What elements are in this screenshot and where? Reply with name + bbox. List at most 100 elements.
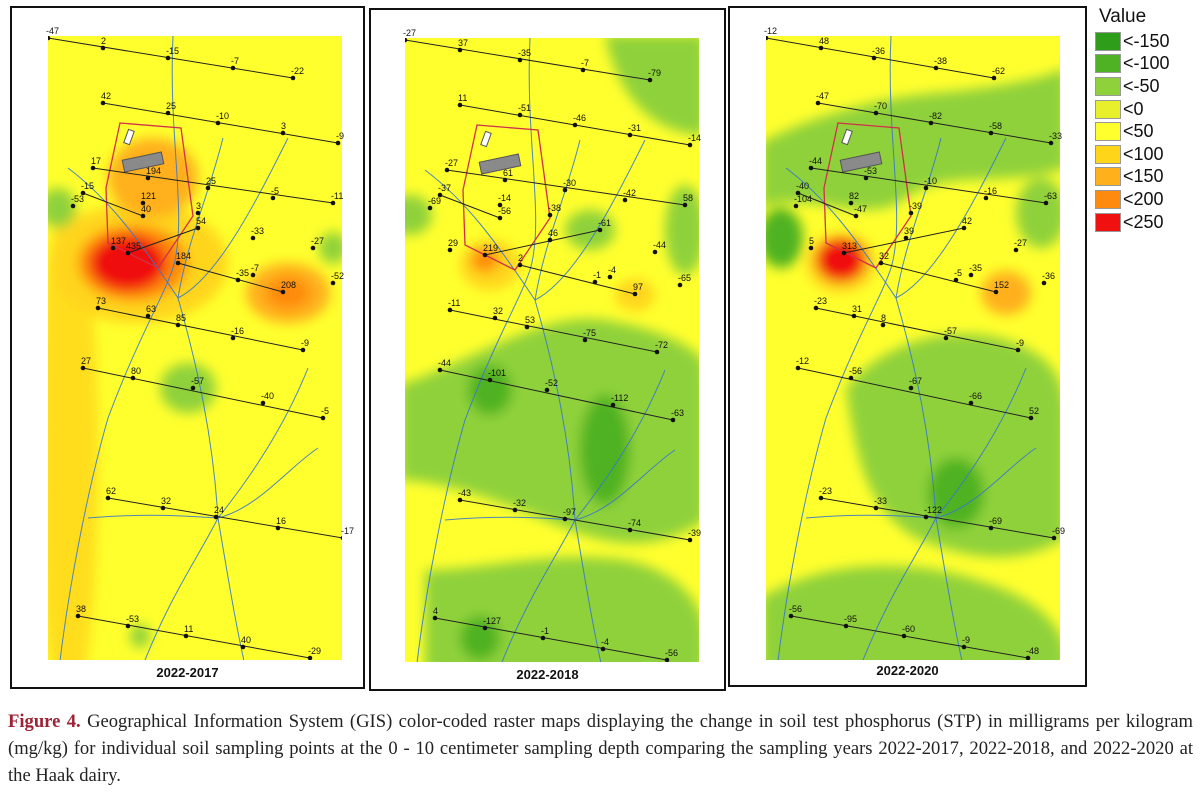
stream-line bbox=[416, 38, 537, 662]
sample-value-label: -38 bbox=[934, 56, 947, 66]
sample-point bbox=[547, 212, 553, 218]
sample-point bbox=[818, 495, 824, 501]
sample-value-label: 8 bbox=[881, 313, 886, 323]
sample-value-label: -9 bbox=[1016, 338, 1024, 348]
sample-point bbox=[105, 495, 111, 501]
transect-line bbox=[127, 227, 199, 254]
sample-value-label: -4 bbox=[601, 637, 609, 647]
sample-value-label: 435 bbox=[126, 241, 141, 251]
sample-value-label: -56 bbox=[849, 366, 862, 376]
legend-label: <200 bbox=[1123, 188, 1164, 209]
legend-swatch bbox=[1095, 189, 1121, 209]
figure-caption: Figure 4. Geographical Information Syste… bbox=[8, 708, 1193, 789]
sample-value-label: -7 bbox=[581, 58, 589, 68]
sample-point bbox=[90, 165, 96, 171]
sample-value-label: 42 bbox=[962, 216, 972, 226]
sample-value-label: 194 bbox=[146, 166, 161, 176]
small-building bbox=[480, 130, 492, 148]
sample-point bbox=[457, 102, 463, 108]
sample-point bbox=[432, 615, 438, 621]
sample-point bbox=[647, 77, 653, 83]
sample-value-label: -74 bbox=[628, 518, 641, 528]
transect-line bbox=[97, 307, 304, 351]
sample-value-label: -43 bbox=[458, 488, 471, 498]
sample-point bbox=[482, 625, 488, 631]
sample-point bbox=[654, 349, 660, 355]
sample-point bbox=[815, 100, 821, 106]
sample-value-label: 152 bbox=[994, 280, 1009, 290]
sample-value-label: -56 bbox=[498, 206, 511, 216]
transect-line bbox=[815, 307, 1019, 351]
sample-point bbox=[183, 633, 189, 639]
sample-value-label: -36 bbox=[1042, 271, 1055, 281]
legend-item: <200 bbox=[1095, 188, 1195, 211]
sample-point bbox=[437, 367, 443, 373]
legend-item: <-150 bbox=[1095, 30, 1195, 53]
transect-line bbox=[820, 497, 1055, 539]
sample-point bbox=[670, 417, 676, 423]
sample-value-label: 3 bbox=[196, 201, 201, 211]
sample-point bbox=[928, 120, 934, 126]
transect-line bbox=[790, 615, 1029, 659]
legend-item: <50 bbox=[1095, 120, 1195, 143]
legend-item: <250 bbox=[1095, 211, 1195, 234]
sample-point bbox=[863, 175, 869, 181]
sample-value-label: 58 bbox=[683, 193, 693, 203]
sample-point bbox=[290, 75, 296, 81]
small-building bbox=[123, 128, 135, 146]
sample-value-label: -66 bbox=[969, 391, 982, 401]
sample-value-label: -53 bbox=[126, 614, 139, 624]
caption-text: Geographical Information System (GIS) co… bbox=[8, 711, 1193, 786]
sample-value-label: -39 bbox=[688, 528, 701, 538]
sample-point bbox=[517, 262, 523, 268]
sample-value-label: -10 bbox=[924, 176, 937, 186]
sample-value-label: -27 bbox=[403, 28, 416, 38]
sample-value-label: 184 bbox=[176, 251, 191, 261]
sample-point bbox=[795, 190, 801, 196]
sample-point bbox=[524, 324, 530, 330]
sample-value-label: 53 bbox=[525, 315, 535, 325]
sample-value-label: -97 bbox=[563, 507, 576, 517]
sample-point bbox=[497, 202, 503, 208]
transect-line bbox=[797, 367, 1032, 419]
sample-value-label: 97 bbox=[633, 282, 643, 292]
legend-label: <100 bbox=[1123, 143, 1164, 164]
sample-point bbox=[517, 112, 523, 118]
sample-point bbox=[933, 65, 939, 71]
transect-line bbox=[446, 169, 686, 206]
sample-point bbox=[880, 322, 886, 328]
sample-value-label: -32 bbox=[513, 498, 526, 508]
sample-point bbox=[961, 225, 967, 231]
sample-point bbox=[70, 203, 76, 209]
sample-value-label: 11 bbox=[458, 93, 467, 103]
sample-value-label: -63 bbox=[671, 408, 684, 418]
sample-point bbox=[788, 613, 794, 619]
sample-point bbox=[597, 227, 603, 233]
sample-point bbox=[437, 192, 443, 198]
sample-point bbox=[497, 215, 503, 221]
sample-value-label: 16 bbox=[276, 516, 286, 526]
sample-point bbox=[330, 280, 336, 286]
sample-point bbox=[544, 387, 550, 393]
sample-point bbox=[195, 210, 201, 216]
sample-point bbox=[901, 633, 907, 639]
sample-point bbox=[1025, 655, 1031, 660]
sample-point bbox=[75, 613, 81, 619]
sample-value-label: -9 bbox=[336, 131, 344, 141]
sample-point bbox=[687, 142, 693, 148]
legend-item: <-100 bbox=[1095, 53, 1195, 76]
sample-point bbox=[627, 132, 633, 138]
sample-value-label: -95 bbox=[844, 614, 857, 624]
sample-value-label: -14 bbox=[688, 133, 701, 143]
sample-point bbox=[512, 507, 518, 513]
sample-point bbox=[813, 305, 819, 311]
sample-point bbox=[622, 197, 628, 203]
sample-point bbox=[125, 250, 131, 256]
map-panel-2022-2018: -27 37 -35 -7 -79 11 -51 -46 -31 -14 -27 61 -30 -42 58… bbox=[369, 8, 726, 691]
sample-point bbox=[80, 190, 86, 196]
sample-value-label: -14 bbox=[498, 193, 511, 203]
sample-value-label: -5 bbox=[954, 268, 962, 278]
sample-point bbox=[843, 623, 849, 629]
sample-point bbox=[841, 250, 847, 256]
sample-value-label: 40 bbox=[241, 635, 251, 645]
